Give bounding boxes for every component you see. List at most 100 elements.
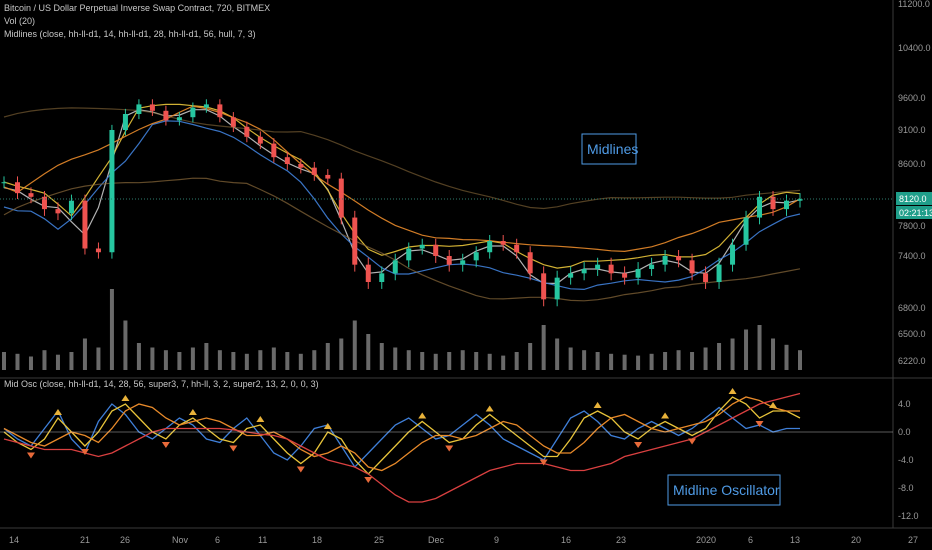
- volume-bar: [2, 352, 6, 370]
- candle-body: [635, 269, 641, 278]
- candle-body: [149, 104, 155, 111]
- volume-bar: [703, 347, 708, 370]
- last-price-tag: 8120.0: [899, 194, 927, 204]
- osc-axis-tick: -12.0: [898, 511, 919, 521]
- oscillator-annotation-box: [667, 474, 781, 506]
- volume-bar: [487, 353, 492, 370]
- volume-bar: [406, 350, 411, 370]
- volume-bar: [541, 325, 546, 370]
- symbol-title: Bitcoin / US Dollar Perpetual Inverse Sw…: [4, 3, 270, 13]
- volume-bar: [163, 350, 168, 370]
- osc-trough-marker: [296, 466, 305, 473]
- osc-peak-marker: [485, 405, 494, 412]
- candle-body: [28, 193, 34, 197]
- candle-body: [203, 104, 209, 108]
- volume-bar: [15, 353, 20, 370]
- price-axis-tick: 11200.0: [898, 0, 930, 9]
- time-axis-tick: 26: [120, 535, 130, 545]
- time-axis-tick: 6: [748, 535, 753, 545]
- candle-body: [298, 164, 304, 168]
- volume-bar: [82, 338, 87, 370]
- osc-trough-marker: [755, 421, 764, 427]
- volume-bar: [433, 353, 438, 370]
- osc-peak-marker: [728, 388, 737, 394]
- candle-body: [95, 248, 101, 253]
- osc-trough-marker: [229, 445, 238, 452]
- volume-bar: [447, 352, 452, 370]
- volume-bar: [555, 338, 560, 370]
- volume-bar: [366, 334, 371, 370]
- volume-bar: [393, 347, 398, 370]
- candle-body: [662, 256, 668, 265]
- volume-bar: [771, 338, 776, 370]
- candle-body: [41, 196, 47, 210]
- candle-body: [730, 244, 736, 265]
- volume-bar: [285, 352, 290, 370]
- time-axis-tick: 20: [851, 535, 861, 545]
- volume-bar: [636, 355, 641, 370]
- candle-body: [14, 182, 20, 194]
- oscillator-series-line: [3, 396, 801, 475]
- oscillator-series-line: [3, 392, 801, 503]
- osc-trough-marker: [539, 459, 548, 466]
- candle-body: [608, 264, 614, 274]
- volume-bar: [717, 343, 722, 370]
- candle-body: [217, 104, 223, 118]
- osc-peak-marker: [769, 402, 778, 408]
- time-axis-tick: Dec: [428, 535, 445, 545]
- candle-body: [784, 200, 790, 210]
- candle-body: [419, 244, 425, 249]
- osc-trough-marker: [445, 445, 454, 452]
- candle-body: [622, 273, 628, 278]
- volume-bars: [2, 289, 802, 370]
- oscillator-lines: [3, 388, 801, 503]
- axis-ticks: 11200.010400.09600.09100.08600.07800.074…: [9, 0, 931, 545]
- price-axis-tick: 7800.0: [898, 221, 926, 231]
- volume-bar: [730, 338, 735, 370]
- volume-bar: [312, 350, 317, 370]
- volume-bar: [649, 353, 654, 370]
- candle-body: [473, 252, 479, 261]
- candle-body: [136, 104, 142, 114]
- time-axis-tick: 21: [80, 535, 90, 545]
- candle-body: [365, 264, 371, 282]
- midlines-annotation-box: [581, 133, 637, 165]
- candle-body: [406, 248, 412, 261]
- time-axis-tick: 6: [215, 535, 220, 545]
- price-axis-tick: 10400.0: [898, 43, 931, 53]
- volume-bar: [379, 343, 384, 370]
- volume-bar: [42, 350, 47, 370]
- osc-axis-tick: -8.0: [898, 483, 914, 493]
- volume-bar: [568, 347, 573, 370]
- candle-body: [581, 269, 587, 274]
- price-axis-tick: 9600.0: [898, 93, 926, 103]
- last-price-tag-bg: [896, 192, 932, 205]
- candle-body: [55, 209, 61, 214]
- price-axis-tick: 8600.0: [898, 159, 926, 169]
- volume-indicator-label: Vol (20): [4, 16, 35, 26]
- volume-bar: [420, 352, 425, 370]
- volume-bar: [244, 353, 249, 370]
- candle-body: [68, 200, 74, 214]
- countdown-tag-bg: [896, 206, 932, 219]
- candle-body: [109, 130, 115, 253]
- candle-body: [244, 126, 250, 137]
- volume-bar: [690, 352, 695, 370]
- candle-body: [446, 256, 452, 265]
- volume-bar: [784, 344, 789, 370]
- volume-bar: [204, 343, 209, 370]
- osc-trough-marker: [161, 442, 170, 448]
- volume-bar: [595, 352, 600, 370]
- volume-bar: [55, 354, 60, 370]
- volume-bar: [528, 343, 533, 370]
- volume-bar: [109, 289, 114, 370]
- osc-peak-marker: [53, 409, 62, 415]
- candle-body: [716, 264, 722, 282]
- candle-body: [595, 264, 601, 269]
- candle-body: [163, 110, 169, 121]
- midline-band: [3, 120, 801, 291]
- oscillator-indicator-label: Mid Osc (close, hh-ll-d1, 14, 28, 56, su…: [4, 379, 319, 389]
- osc-trough-marker: [364, 477, 373, 483]
- time-axis-tick: Nov: [172, 535, 189, 545]
- candle-body: [743, 217, 749, 245]
